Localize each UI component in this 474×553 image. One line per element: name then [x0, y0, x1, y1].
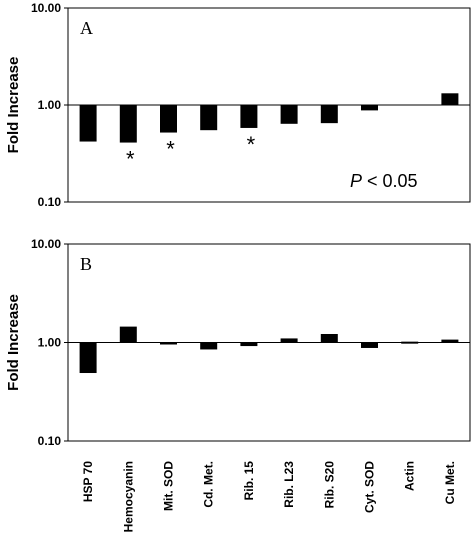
bar-a-5 [280, 105, 298, 124]
panel-letter-b: B [80, 254, 92, 274]
bar-b-1 [119, 326, 137, 343]
p-value-threshold: < 0.05 [362, 171, 418, 191]
panel-b: 10.00 1.00 0.10 Fold Increase B [5, 237, 471, 448]
bar-a-3 [200, 105, 218, 131]
bar-a-9 [441, 93, 459, 105]
bar-a-4 [240, 105, 258, 128]
bar-b-9 [441, 339, 459, 343]
bar-b-4 [240, 342, 258, 347]
bar-b-7 [361, 342, 378, 348]
bar-b-3 [200, 342, 218, 350]
panel-a: 10.00 1.00 0.10 Fold Increase A * * * P < 0.05 [5, 1, 471, 209]
significance-marker-2: * [166, 137, 175, 162]
category-label-0: HSP 70 [81, 461, 95, 502]
bar-b-6 [320, 333, 338, 343]
category-label-2: Mit. SOD [162, 461, 176, 511]
category-label-6: Rib. S20 [322, 461, 336, 509]
bar-b-5 [280, 338, 298, 343]
category-axis-labels: HSP 70 Hemocyanin Mit. SOD Cd. Met. Rib. 15 R… [81, 461, 457, 533]
significance-marker-1: * [126, 147, 135, 172]
category-label-9: Cu Met. [443, 461, 457, 504]
bar-a-7 [361, 105, 378, 111]
y-tick-label-a-2: 0.10 [38, 195, 62, 209]
bar-a-1 [119, 105, 137, 143]
p-value-symbol: P [350, 171, 362, 191]
category-label-5: Rib. L23 [282, 461, 296, 508]
category-label-7: Cyt. SOD [363, 461, 377, 513]
category-label-8: Actin [403, 461, 417, 491]
panel-letter-a: A [80, 18, 93, 38]
bar-b-8 [401, 341, 419, 344]
y-tick-label-b-2: 0.10 [38, 434, 62, 448]
y-axis-label-a: Fold Increase [5, 57, 22, 154]
bar-a-6 [320, 105, 338, 124]
y-tick-label-a-1: 1.00 [38, 98, 62, 112]
bar-b-0 [79, 342, 97, 374]
category-label-4: Rib. 15 [242, 461, 256, 501]
significance-marker-4: * [247, 132, 256, 157]
bar-a-0 [79, 105, 97, 142]
y-tick-label-b-0: 10.00 [31, 237, 61, 251]
bar-a-2 [160, 105, 177, 133]
bar-b-2 [160, 342, 177, 345]
p-value-annotation: P < 0.05 [350, 171, 418, 191]
y-tick-label-b-1: 1.00 [38, 336, 62, 350]
category-label-1: Hemocyanin [121, 461, 135, 532]
category-label-3: Cd. Met. [202, 461, 216, 508]
y-tick-label-a-0: 10.00 [31, 1, 61, 15]
y-axis-label-b: Fold Increase [5, 294, 22, 391]
